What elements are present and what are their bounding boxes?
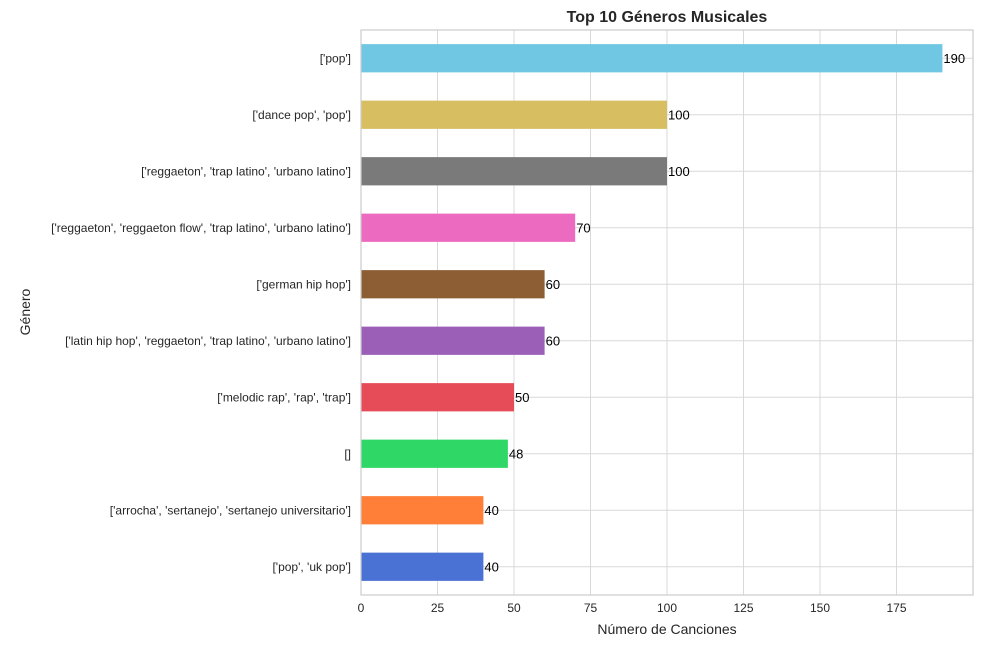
bar [361, 44, 943, 73]
y-tick-label: ['pop', 'uk pop'] [272, 560, 351, 574]
x-tick-label: 150 [810, 601, 830, 615]
bar-value-label: 40 [484, 559, 498, 574]
x-tick-label: 75 [584, 601, 598, 615]
y-tick-label: ['reggaeton', 'reggaeton flow', 'trap la… [51, 221, 351, 235]
bar-value-label: 40 [484, 503, 498, 518]
x-tick-label: 175 [886, 601, 906, 615]
x-tick-labels: 0 25 50 75 100 125 150 175 [358, 601, 907, 615]
bars [361, 44, 943, 581]
y-tick-label: [] [344, 447, 351, 461]
y-tick-label: ['german hip hop'] [256, 277, 351, 291]
x-axis-label: Número de Canciones [597, 621, 736, 637]
bar [361, 100, 667, 129]
y-tick-label: ['reggaeton', 'trap latino', 'urbano lat… [141, 164, 351, 178]
bar [361, 213, 576, 242]
plot-frame [360, 29, 974, 596]
y-tick-label: ['latin hip hop', 'reggaeton', 'trap lat… [65, 334, 351, 348]
x-tick-label: 100 [657, 601, 677, 615]
y-axis-label: Género [17, 288, 33, 335]
x-tick-label: 50 [507, 601, 521, 615]
bar-value-label: 190 [943, 51, 965, 66]
y-tick-label: ['arrocha', 'sertanejo', 'sertanejo univ… [110, 503, 351, 517]
bar-value-label: 100 [668, 107, 690, 122]
bar [361, 383, 514, 412]
bar-value-label: 48 [509, 446, 523, 461]
bar [361, 496, 484, 525]
y-tick-label: ['melodic rap', 'rap', 'trap'] [217, 390, 351, 404]
bar [361, 439, 508, 468]
x-tick-label: 25 [431, 601, 445, 615]
y-tick-label: ['pop'] [320, 51, 351, 65]
bar-value-label: 50 [515, 390, 529, 405]
y-tick-labels: ['pop'] ['dance pop', 'pop'] ['reggaeton',… [51, 51, 351, 574]
x-tick-label: 0 [358, 601, 365, 615]
x-tick-label: 125 [733, 601, 753, 615]
bar-value-label: 100 [668, 164, 690, 179]
bar [361, 552, 484, 581]
bar [361, 157, 667, 186]
chart-title: Top 10 Géneros Musicales [567, 9, 768, 26]
value-labels: 190 100 100 70 60 60 50 48 40 40 [484, 51, 965, 575]
bar [361, 270, 545, 299]
bar-value-label: 60 [546, 333, 560, 348]
bar-value-label: 70 [576, 220, 590, 235]
y-tick-label: ['dance pop', 'pop'] [252, 108, 351, 122]
bar-value-label: 60 [546, 277, 560, 292]
bar [361, 326, 545, 355]
